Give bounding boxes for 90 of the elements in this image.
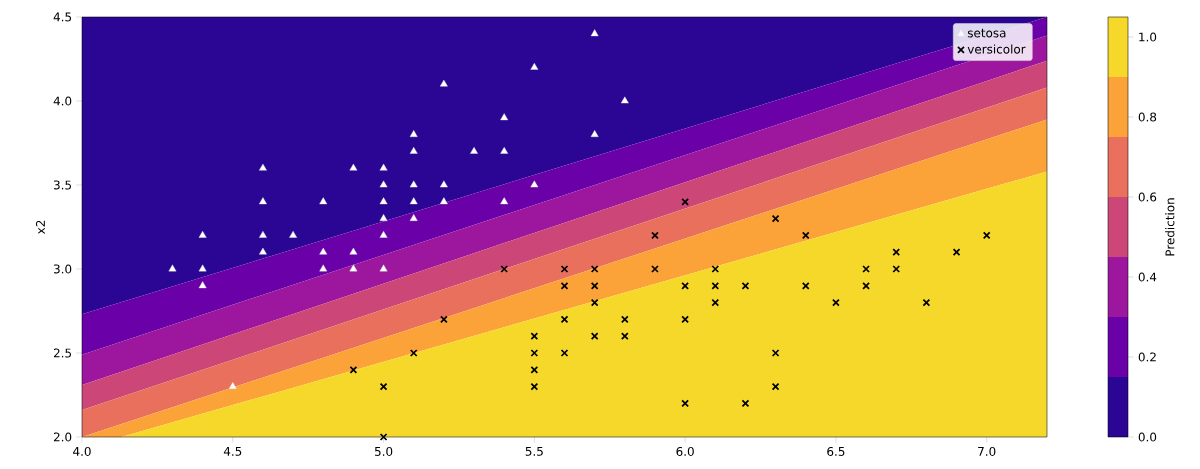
y-axis-title: x2 — [35, 220, 45, 234]
point — [711, 281, 720, 290]
point — [500, 113, 509, 121]
color-bar-label: 0.8 — [1138, 112, 1157, 122]
point — [379, 214, 388, 221]
point — [289, 230, 297, 238]
point — [349, 365, 358, 374]
y-tick-label: 2.5 — [53, 348, 72, 358]
point — [590, 332, 599, 341]
point — [982, 231, 991, 240]
point — [379, 163, 388, 171]
point — [168, 264, 177, 272]
x-tick-label: 4.5 — [223, 446, 242, 456]
color-bar-label: 0.4 — [1138, 272, 1157, 282]
point — [409, 197, 418, 205]
point — [500, 146, 509, 154]
point — [198, 264, 207, 272]
point — [198, 281, 207, 289]
point — [530, 180, 539, 188]
point — [620, 96, 629, 104]
point — [681, 197, 690, 206]
point — [862, 281, 870, 290]
point — [922, 298, 931, 307]
point — [409, 130, 418, 137]
point — [530, 332, 539, 341]
point — [440, 79, 448, 87]
point — [409, 214, 418, 221]
point — [651, 265, 659, 273]
point — [741, 399, 750, 408]
color-bar-label: 0.6 — [1138, 192, 1157, 202]
point — [892, 265, 901, 273]
point — [801, 231, 810, 240]
point — [379, 180, 388, 188]
point — [319, 247, 328, 255]
point — [500, 265, 509, 273]
point — [409, 180, 418, 188]
point — [198, 230, 207, 238]
point — [440, 197, 448, 205]
point — [259, 247, 267, 255]
point — [349, 247, 358, 255]
x-tick-label: 5.0 — [374, 446, 393, 456]
color-bar-label: 0.0 — [1138, 432, 1157, 442]
color-bar-title: Prediction — [1165, 198, 1175, 256]
x-tick-label: 6.0 — [676, 446, 694, 456]
y-tick-label: 3.5 — [53, 180, 72, 190]
x-tick-label: 4.0 — [73, 446, 91, 456]
point — [349, 163, 358, 171]
point — [440, 180, 448, 188]
point — [379, 230, 388, 238]
point — [771, 382, 780, 391]
color-bar-label: 0.2 — [1138, 352, 1156, 362]
point — [590, 130, 599, 137]
point — [771, 214, 780, 223]
point — [379, 264, 388, 272]
color-bar-label: 1.0 — [1139, 32, 1157, 42]
point — [711, 298, 720, 307]
point — [259, 230, 267, 238]
point — [259, 163, 267, 171]
point — [259, 197, 267, 205]
point — [530, 365, 539, 374]
point — [500, 197, 509, 205]
point — [319, 264, 328, 272]
x-tick-label: 7.0 — [978, 446, 996, 456]
x-tick-label: 6.5 — [827, 446, 845, 456]
y-tick-label: 3.0 — [53, 264, 72, 274]
point — [409, 146, 418, 154]
legend-label: setosa — [967, 28, 1006, 38]
y-tick-label: 4.5 — [53, 12, 72, 22]
legend-label: versicolor — [967, 44, 1026, 54]
point — [620, 332, 629, 341]
y-tick-label: 4.0 — [53, 96, 72, 106]
point — [530, 62, 539, 70]
point — [530, 382, 539, 391]
point — [892, 248, 901, 257]
point — [379, 197, 388, 205]
point — [470, 146, 478, 154]
point — [228, 382, 237, 389]
point — [590, 29, 599, 37]
point — [379, 382, 388, 391]
point — [801, 281, 810, 290]
point — [620, 315, 629, 324]
point — [560, 315, 569, 324]
point — [681, 281, 690, 290]
y-tick-label: 2.0 — [53, 432, 72, 442]
x-tick-label: 5.5 — [525, 446, 543, 456]
point — [349, 264, 358, 272]
point — [590, 281, 599, 290]
point — [319, 197, 328, 205]
point — [590, 298, 599, 307]
point — [862, 265, 870, 273]
